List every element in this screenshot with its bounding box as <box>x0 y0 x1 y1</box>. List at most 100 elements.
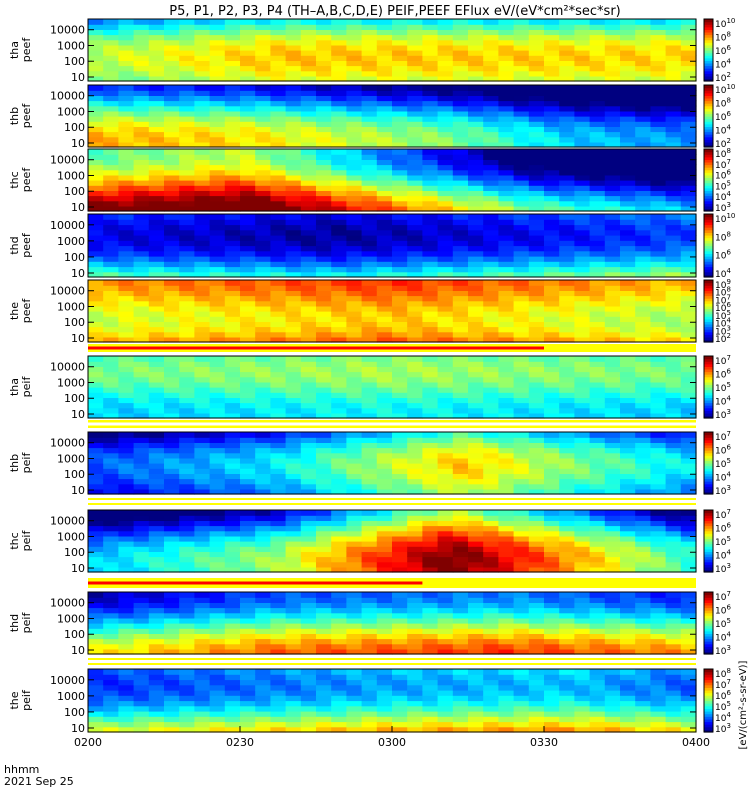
heatmap-cell <box>285 300 302 307</box>
heatmap-cell <box>224 716 241 723</box>
colorbar-segment <box>704 646 713 650</box>
colorbar-segment <box>704 399 713 404</box>
heatmap-cell <box>407 39 423 46</box>
heatmap-cell <box>650 397 667 404</box>
heatmap-cell <box>88 121 104 127</box>
heatmap-cell <box>528 285 545 291</box>
heatmap-cell <box>574 285 591 291</box>
heatmap-cell <box>148 266 165 273</box>
heatmap-cell <box>604 530 621 537</box>
heatmap-cell <box>361 376 378 383</box>
heatmap-cell <box>528 412 545 419</box>
heatmap-cell <box>164 556 180 563</box>
heatmap-cell <box>437 361 454 367</box>
heatmap-cell <box>407 34 423 41</box>
heatmap-cell <box>650 44 667 51</box>
heatmap-cell <box>422 149 439 155</box>
y-tick-label: 100 <box>64 546 85 559</box>
heatmap-cell <box>498 515 515 521</box>
heatmap-cell <box>650 381 667 388</box>
heatmap-cell <box>376 180 393 186</box>
heatmap-cell <box>148 116 165 122</box>
heatmap-cell <box>635 397 651 404</box>
heatmap-cell <box>331 402 347 409</box>
heatmap-cell <box>224 407 241 414</box>
heatmap-cell <box>255 159 271 166</box>
heatmap-cell <box>620 361 636 367</box>
heatmap-cell <box>665 70 682 77</box>
heatmap-cell <box>559 336 575 343</box>
heatmap-cell <box>331 530 347 537</box>
heatmap-cell <box>103 705 119 712</box>
heatmap-cell <box>224 381 241 388</box>
heatmap-cell <box>589 556 606 563</box>
heatmap-cell <box>361 356 378 362</box>
heatmap-cell <box>422 402 439 409</box>
heatmap-cell <box>331 643 347 650</box>
heatmap-cell <box>680 643 697 650</box>
heatmap-cell <box>164 261 180 268</box>
heatmap-cell <box>255 261 271 268</box>
heatmap-cell <box>270 195 287 202</box>
heatmap-cell <box>331 39 347 46</box>
heatmap-cell <box>650 65 667 72</box>
heatmap-cell <box>133 402 150 409</box>
heatmap-cell <box>665 371 682 378</box>
colorbar-segment <box>704 73 713 77</box>
heatmap-cell <box>574 19 591 25</box>
heatmap-cell <box>620 592 636 598</box>
heatmap-cell <box>483 617 499 624</box>
heatmap-cell <box>346 229 363 236</box>
heatmap-cell <box>513 597 530 603</box>
heatmap-cell <box>103 473 119 480</box>
heatmap-cell <box>194 271 211 278</box>
heatmap-cell <box>240 285 256 291</box>
heatmap-cell <box>224 174 241 181</box>
colorbar-tick-label: 104 <box>715 190 731 203</box>
heatmap-cell <box>224 478 241 485</box>
heatmap-cell <box>559 612 575 619</box>
heatmap-cell <box>88 185 104 191</box>
heatmap-cell <box>209 126 226 133</box>
heatmap-cell <box>133 331 150 338</box>
heatmap-cell <box>285 44 302 51</box>
heatmap-cell <box>635 612 651 619</box>
heatmap-cell <box>650 321 667 328</box>
heatmap-cell <box>240 623 256 629</box>
heatmap-cell <box>513 643 530 650</box>
heatmap-cell <box>209 169 226 176</box>
heatmap-cell <box>680 75 697 82</box>
heatmap-cell <box>346 510 363 516</box>
heatmap-cell <box>376 361 393 367</box>
heatmap-cell <box>361 515 378 521</box>
heatmap-cell <box>452 116 469 122</box>
heatmap-cell <box>133 190 150 197</box>
colorbar-tick-label: 103 <box>715 324 731 337</box>
heatmap-cell <box>285 126 302 133</box>
heatmap-cell <box>118 397 135 404</box>
heatmap-cell <box>650 463 667 469</box>
heatmap-cell <box>285 648 302 655</box>
heatmap-cell <box>452 397 469 404</box>
heatmap-cell <box>255 442 271 449</box>
heatmap-cell <box>179 141 195 148</box>
colorbar-tick-base: 10 <box>715 511 727 521</box>
colorbar-tick-label: 107 <box>715 354 731 367</box>
heatmap-cell <box>270 159 287 166</box>
heatmap-cell <box>240 592 256 598</box>
heatmap-cell <box>316 515 332 521</box>
colorbar-segment <box>704 452 713 456</box>
colorbar-segment <box>704 630 713 634</box>
panel-label: thepeef <box>8 298 33 324</box>
heatmap-cell <box>468 336 484 343</box>
heatmap-cell <box>331 473 347 480</box>
heatmap-cell <box>133 290 150 297</box>
heatmap-cell <box>513 535 530 542</box>
heatmap-cell <box>194 141 211 148</box>
heatmap-cell <box>604 235 621 241</box>
heatmap-cell <box>209 180 226 186</box>
heatmap-cell <box>285 159 302 166</box>
heatmap-cell <box>133 200 150 207</box>
heatmap-cell <box>361 50 378 56</box>
heatmap-cell <box>316 185 332 191</box>
